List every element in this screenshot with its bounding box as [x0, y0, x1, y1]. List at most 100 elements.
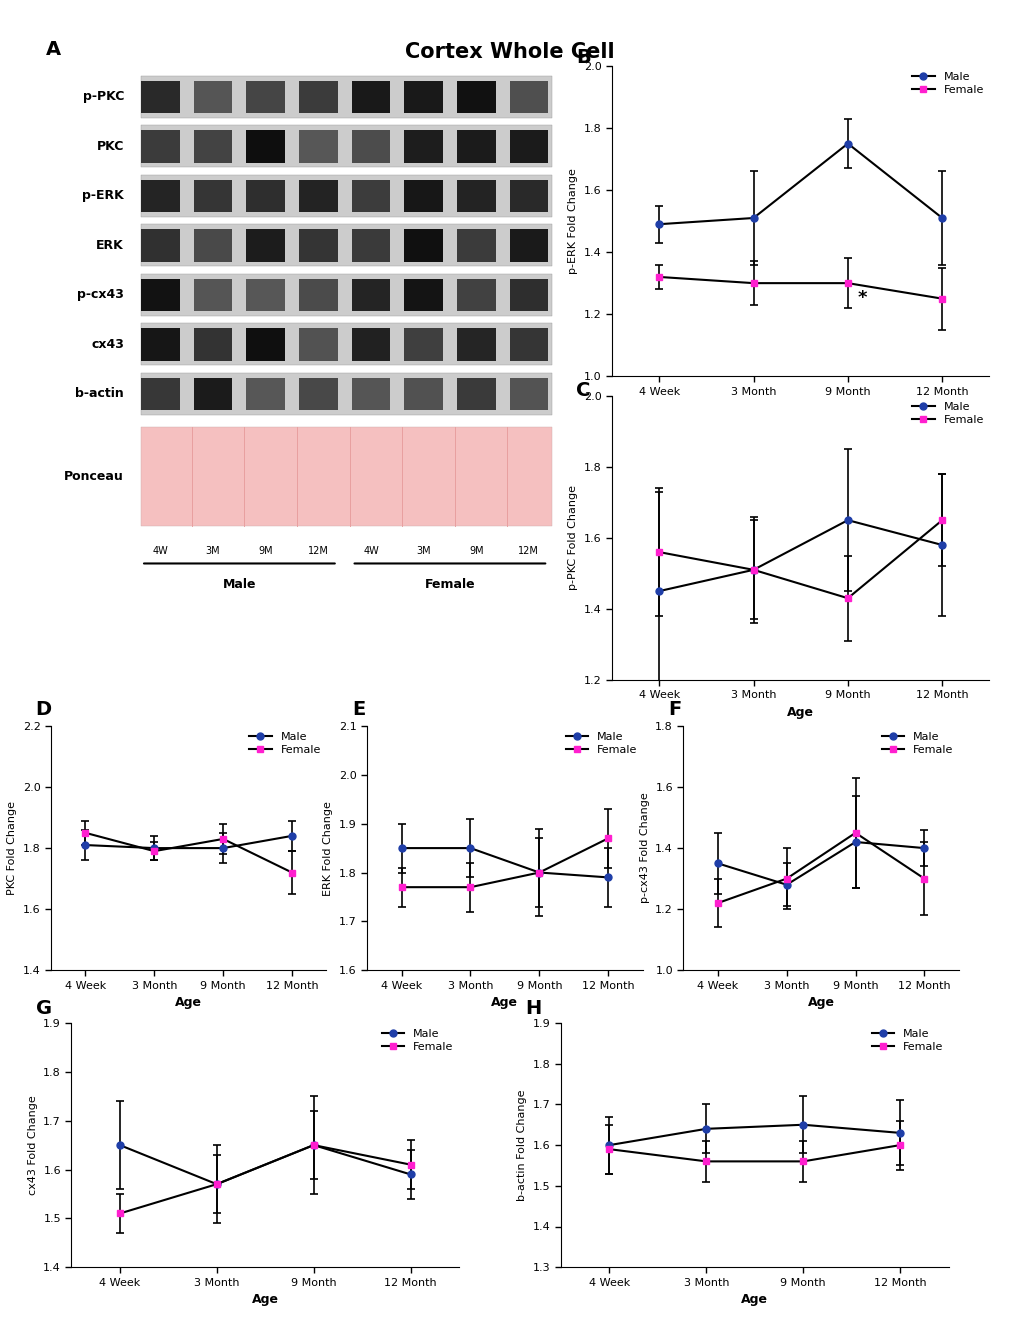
Text: 12M: 12M [518, 546, 539, 556]
Bar [404, 279, 442, 312]
Bar [352, 81, 390, 114]
Text: F: F [667, 701, 681, 719]
Text: Female: Female [424, 578, 475, 591]
Bar [299, 81, 337, 114]
Bar [510, 329, 547, 360]
Text: B: B [576, 49, 590, 67]
Text: 4W: 4W [363, 546, 378, 556]
Bar [141, 374, 552, 414]
Text: cx43: cx43 [91, 338, 124, 351]
Bar [404, 230, 442, 261]
Legend: Male, Female: Male, Female [880, 731, 953, 755]
Text: D: D [36, 701, 52, 719]
Bar [352, 131, 390, 162]
Text: H: H [525, 999, 541, 1018]
X-axis label: Age: Age [491, 997, 518, 1010]
Bar [457, 131, 495, 162]
Text: 9M: 9M [469, 546, 483, 556]
Bar [141, 275, 552, 315]
Text: b-actin: b-actin [75, 388, 124, 400]
Bar [352, 230, 390, 261]
Legend: Male, Female: Male, Female [381, 1028, 453, 1052]
Bar [141, 224, 552, 267]
Bar [404, 131, 442, 162]
Bar [141, 230, 179, 261]
Bar [299, 131, 337, 162]
Text: p-cx43: p-cx43 [77, 289, 124, 301]
Bar [141, 131, 179, 162]
Bar [141, 428, 552, 527]
X-axis label: Age: Age [807, 997, 834, 1010]
Bar [457, 180, 495, 213]
Bar [194, 378, 232, 411]
Text: 12M: 12M [308, 546, 328, 556]
Legend: Male, Female: Male, Female [565, 731, 637, 755]
Bar [457, 329, 495, 360]
Bar [404, 329, 442, 360]
Bar [141, 329, 179, 360]
Bar [247, 180, 284, 213]
Text: 4W: 4W [153, 546, 168, 556]
Text: 9M: 9M [258, 546, 273, 556]
Bar [457, 378, 495, 411]
Bar [247, 329, 284, 360]
Bar [352, 180, 390, 213]
Text: p-PKC: p-PKC [83, 91, 124, 103]
Y-axis label: p-PKC Fold Change: p-PKC Fold Change [568, 486, 578, 590]
Bar [404, 378, 442, 411]
Text: Cortex Whole Cell: Cortex Whole Cell [405, 42, 614, 62]
Bar [141, 378, 179, 411]
Bar [352, 279, 390, 312]
Bar [299, 180, 337, 213]
Bar [141, 323, 552, 366]
Bar [510, 180, 547, 213]
Legend: Male, Female: Male, Female [911, 71, 983, 95]
Bar [299, 329, 337, 360]
Text: ERK: ERK [96, 239, 124, 252]
Text: C: C [576, 381, 590, 400]
X-axis label: Age: Age [787, 403, 813, 416]
Bar [141, 180, 179, 213]
Bar [194, 81, 232, 114]
X-axis label: Age: Age [741, 1294, 767, 1307]
Text: *: * [856, 289, 866, 308]
Text: G: G [36, 999, 52, 1018]
Text: Ponceau: Ponceau [64, 470, 124, 483]
Bar [510, 131, 547, 162]
Bar [404, 81, 442, 114]
Bar [194, 230, 232, 261]
Bar [457, 279, 495, 312]
Bar [247, 230, 284, 261]
X-axis label: Age: Age [787, 706, 813, 719]
Bar [194, 329, 232, 360]
Legend: Male, Female: Male, Female [870, 1028, 943, 1052]
Text: 3M: 3M [206, 546, 220, 556]
Legend: Male, Female: Male, Female [911, 401, 983, 425]
Bar [247, 279, 284, 312]
Bar [352, 329, 390, 360]
Bar [457, 230, 495, 261]
Bar [141, 174, 552, 216]
Y-axis label: b-actin Fold Change: b-actin Fold Change [517, 1089, 527, 1201]
Bar [247, 131, 284, 162]
Bar [247, 81, 284, 114]
Legend: Male, Female: Male, Female [249, 731, 321, 755]
Bar [141, 75, 552, 117]
X-axis label: Age: Age [175, 997, 202, 1010]
Text: 3M: 3M [416, 546, 430, 556]
Bar [299, 230, 337, 261]
Y-axis label: p-ERK Fold Change: p-ERK Fold Change [568, 168, 578, 275]
Bar [194, 131, 232, 162]
Y-axis label: cx43 Fold Change: cx43 Fold Change [28, 1096, 38, 1195]
Bar [141, 125, 552, 168]
Bar [299, 378, 337, 411]
Text: p-ERK: p-ERK [83, 190, 124, 202]
Y-axis label: ERK Fold Change: ERK Fold Change [323, 801, 333, 895]
Bar [299, 279, 337, 312]
Bar [510, 230, 547, 261]
Bar [141, 81, 179, 114]
Text: Male: Male [222, 578, 256, 591]
Bar [194, 180, 232, 213]
Y-axis label: p-cx43 Fold Change: p-cx43 Fold Change [639, 793, 649, 903]
Text: A: A [46, 41, 61, 59]
